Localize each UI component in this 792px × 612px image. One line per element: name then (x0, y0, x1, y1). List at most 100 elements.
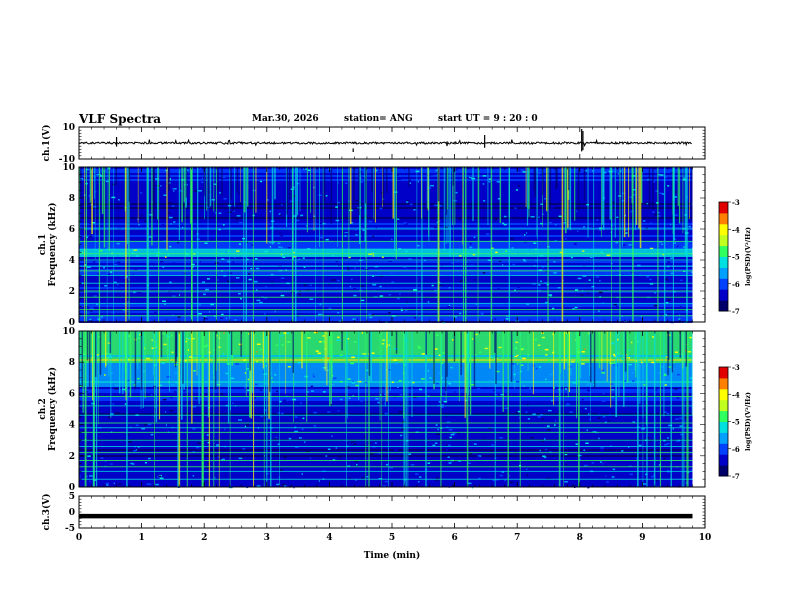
noise-speckle (368, 313, 372, 315)
noise-speckle (205, 393, 208, 395)
noise-speckle (670, 223, 672, 226)
noise-speckle (605, 273, 608, 275)
noise-speckle (408, 453, 412, 455)
noise-speckle (593, 394, 598, 397)
noise-speckle (496, 417, 500, 419)
noise-speckle (493, 389, 496, 392)
noise-speckle (657, 372, 660, 374)
noise-speckle (600, 461, 602, 463)
freq-row (79, 279, 693, 281)
noise-speckle (301, 428, 304, 430)
freq-row (79, 387, 693, 389)
noise-speckle (479, 351, 481, 354)
noise-speckle (106, 357, 110, 359)
noise-speckle (319, 236, 324, 239)
noise-speckle (589, 467, 594, 469)
noise-speckle (285, 269, 287, 271)
noise-speckle (673, 242, 677, 244)
noise-speckle (220, 393, 223, 395)
noise-speckle (418, 295, 422, 298)
noise-speckle (207, 278, 210, 280)
noise-speckle (547, 425, 550, 427)
noise-speckle (526, 409, 529, 412)
noise-speckle (484, 347, 489, 350)
noise-speckle (294, 416, 298, 418)
noise-speckle (354, 204, 359, 207)
noise-speckle (643, 384, 646, 386)
noise-speckle (110, 372, 114, 374)
noise-speckle (587, 333, 589, 335)
noise-speckle (679, 306, 682, 308)
noise-speckle (262, 371, 265, 373)
colorbar-swatch (719, 289, 728, 293)
noise-speckle (526, 404, 529, 406)
noise-speckle (495, 394, 498, 396)
noise-speckle (574, 206, 577, 209)
noise-speckle (317, 313, 322, 316)
noise-speckle (339, 380, 343, 383)
noise-speckle (589, 418, 591, 421)
colorbar-swatch (719, 297, 728, 301)
station-label: station= ANG (344, 114, 413, 124)
freq-row (79, 351, 693, 353)
noise-speckle (172, 295, 176, 297)
noise-speckle (368, 220, 373, 223)
noise-speckle (255, 383, 258, 386)
noise-speckle (335, 260, 339, 263)
noise-speckle (117, 261, 121, 264)
noise-speckle (631, 341, 633, 344)
noise-speckle (270, 273, 274, 276)
noise-speckle (205, 288, 209, 291)
noise-speckle (440, 404, 444, 406)
noise-speckle (676, 245, 679, 247)
colorbar-swatch (719, 402, 728, 406)
noise-speckle (322, 357, 325, 360)
noise-speckle (541, 418, 544, 420)
noise-speckle (394, 415, 396, 417)
noise-speckle (667, 366, 672, 368)
noise-speckle (664, 278, 668, 281)
noise-speckle (659, 192, 663, 194)
noise-speckle (160, 260, 164, 263)
noise-speckle (336, 339, 341, 341)
colorbar-swatch (719, 440, 728, 444)
noise-speckle (587, 389, 591, 392)
freq-row (79, 199, 693, 201)
noise-speckle (568, 222, 570, 224)
freq-row (79, 187, 693, 189)
noise-speckle (438, 220, 441, 222)
y-axis-label-channel: ch.2 (38, 398, 48, 419)
noise-speckle (458, 218, 461, 220)
noise-speckle (611, 175, 614, 178)
noise-speckle (645, 227, 649, 230)
noise-speckle (544, 198, 546, 200)
freq-row (79, 341, 693, 343)
freq-row (79, 365, 693, 367)
noise-speckle (127, 434, 129, 436)
colorbar-swatch (719, 375, 728, 379)
noise-speckle (506, 271, 509, 273)
freq-row (79, 397, 693, 399)
noise-speckle (591, 437, 593, 440)
freq-row (79, 455, 693, 457)
noise-speckle (187, 176, 190, 179)
noise-speckle (375, 398, 379, 400)
noise-speckle (679, 417, 682, 419)
noise-speckle (584, 464, 588, 467)
freq-row (79, 467, 693, 469)
noise-speckle (217, 456, 219, 458)
noise-speckle (344, 232, 348, 234)
noise-speckle (116, 283, 119, 286)
noise-speckle (476, 407, 479, 410)
noise-speckle (165, 411, 170, 414)
colorbar-swatch (719, 264, 728, 268)
colorbar-swatch (719, 369, 728, 373)
noise-speckle (439, 284, 443, 287)
noise-speckle (308, 285, 311, 287)
noise-speckle (158, 475, 162, 477)
noise-speckle (663, 457, 666, 460)
noise-speckle (482, 436, 484, 439)
noise-speckle (257, 280, 262, 282)
noise-speckle (625, 232, 628, 234)
